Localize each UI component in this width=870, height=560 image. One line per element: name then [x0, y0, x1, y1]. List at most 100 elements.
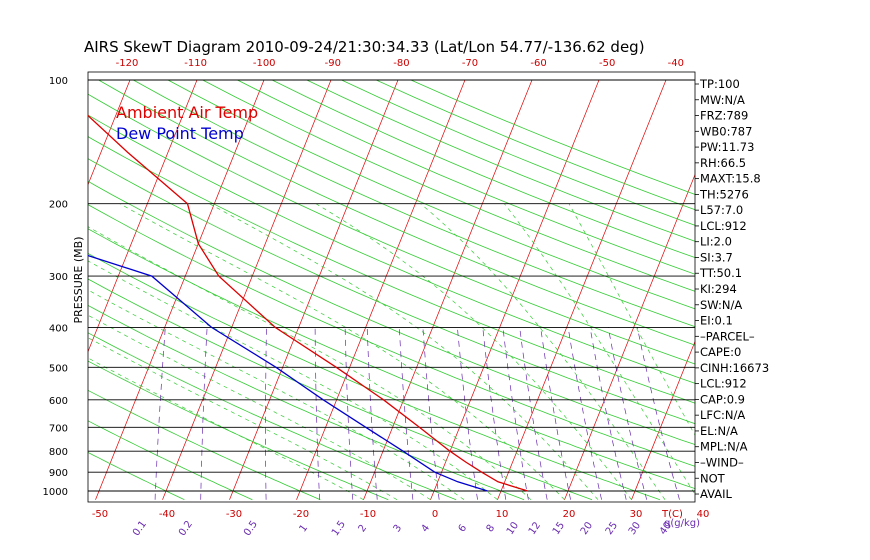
mixing-ratio-tick-label: 4	[420, 523, 433, 535]
dry-adiabat-line	[88, 389, 321, 501]
isotherm-line	[430, 79, 600, 500]
isotherm-line	[296, 79, 466, 500]
isotherm-line	[0, 80, 63, 500]
dry-adiabat-line	[271, 79, 695, 259]
stability-index-label: CINH:16673	[700, 361, 769, 375]
bottom-temp-tick-label: 0	[432, 509, 438, 520]
mixing-ratio-line	[366, 327, 378, 500]
moist-adiabat-line	[315, 203, 632, 500]
mixing-ratio-line	[636, 327, 680, 500]
moist-adiabat-line	[88, 226, 532, 500]
mixing-ratio-tick-label: 12	[527, 520, 543, 537]
mixing-ratio-line	[344, 327, 354, 500]
moist-adiabat-line	[88, 357, 364, 501]
stability-index-label: RH:66.5	[700, 156, 746, 170]
mixing-ratio-line	[607, 327, 648, 500]
dry-adiabat-line	[306, 79, 695, 242]
stability-index-label: LI:2.0	[700, 235, 732, 249]
stability-index-label: EL:N/A	[700, 424, 738, 438]
mixing-ratio-tick-label: 8	[485, 523, 498, 535]
mixing-ratio-tick-label: 6	[457, 523, 470, 535]
stability-index-label: MAXT:15.8	[700, 172, 761, 186]
background-lines	[0, 79, 870, 501]
pressure-tick-label: 1000	[43, 487, 68, 498]
dry-adiabat-line	[88, 452, 185, 501]
legend-dew-point-temp: Dew Point Temp	[116, 124, 244, 143]
isotherm-line	[229, 79, 399, 500]
mixing-ratio-line	[314, 327, 320, 500]
dew-point-temp-line	[88, 254, 488, 492]
mixing-ratio-tick-label: 0.5	[242, 519, 260, 538]
pressure-tick-label: 700	[49, 423, 68, 434]
pressure-tick-label: 300	[49, 272, 68, 283]
top-temp-tick-label: -110	[184, 58, 207, 69]
chart-title: AIRS SkewT Diagram 2010-09-24/21:30:34.3…	[84, 38, 645, 56]
top-temp-tick-label: -50	[599, 58, 615, 69]
mixing-ratio-tick-label: 20	[579, 520, 595, 537]
dry-adiabat-line	[133, 79, 695, 328]
isotherm-line	[631, 340, 695, 500]
top-temp-tick-label: -90	[325, 58, 341, 69]
isobar-lines	[87, 71, 696, 503]
pressure-tick-label: 400	[49, 323, 68, 334]
pressure-tick-label: 200	[49, 200, 68, 211]
bottom-temp-tick-label: 40	[697, 509, 710, 520]
plot-frame	[87, 71, 696, 503]
mixing-ratio-line	[265, 327, 267, 500]
mixing-ratio-tick-label: 25	[604, 520, 620, 537]
dry-adiabat-line	[88, 304, 525, 501]
mixing-ratio-line	[154, 327, 166, 500]
ambient-air-temp-line	[88, 114, 528, 492]
bottom-temp-tick-label: -50	[92, 509, 108, 520]
pressure-tick-label: 600	[49, 396, 68, 407]
dry-adiabat-line	[237, 79, 695, 275]
mixing-ratio-tick-label: 2	[357, 523, 370, 535]
stability-index-label: PW:11.73	[700, 140, 754, 154]
pressure-tick-label: 100	[49, 76, 68, 87]
dry-adiabat-line	[88, 136, 695, 404]
dry-adiabat-line	[341, 79, 695, 226]
isotherm-line	[766, 80, 870, 500]
mixing-ratio-tick-label: 10	[505, 520, 521, 537]
stability-index-label: LFC:N/A	[700, 408, 745, 422]
bottom-temp-tick-label: 30	[630, 509, 643, 520]
mixing-ratio-tick-label: 1	[298, 523, 311, 535]
mixing-ratio-line	[482, 327, 507, 500]
stability-index-label: WB0:787	[700, 124, 752, 138]
mixing-ratio-unit-label: q(g/kg)	[664, 518, 700, 529]
moist-adiabat-line	[119, 203, 565, 500]
top-temp-tick-label: -40	[668, 58, 684, 69]
stability-index-label: LCL:912	[700, 377, 747, 391]
mixing-ratio-tick-label: 3	[392, 523, 405, 535]
mixing-ratio-line	[200, 327, 208, 500]
isotherm-line	[88, 79, 131, 186]
stability-index-label: FRZ:789	[700, 109, 748, 123]
isotherm-line	[162, 79, 332, 500]
stability-index-label: LCL:912	[700, 219, 747, 233]
mixing-ratio-tick-label: 0.1	[131, 519, 149, 538]
pressure-tick-label: 800	[49, 447, 68, 458]
stability-index-label: KI:294	[700, 282, 737, 296]
isotherm-line	[88, 79, 198, 353]
dry-adiabat-line	[376, 79, 695, 211]
dry-adiabat-line	[202, 79, 695, 292]
stability-index-label: EI:0.1	[700, 314, 733, 328]
legend: Ambient Air Temp Dew Point Temp	[116, 103, 258, 143]
pressure-tick-label: 900	[49, 468, 68, 479]
mixing-ratio-line	[502, 327, 529, 500]
dry-adiabat-line	[88, 332, 457, 501]
top-temp-tick-label: -70	[462, 58, 478, 69]
moist-adiabat-line	[88, 314, 431, 500]
temp-unit-label: T(C)	[661, 509, 683, 520]
dry-adiabat-line	[88, 228, 695, 490]
top-temp-tick-label: -100	[253, 58, 276, 69]
isotherm-line	[497, 79, 667, 500]
dry-adiabat-line	[88, 204, 695, 467]
stability-index-label: TT:50.1	[699, 266, 742, 280]
moist-adiabat-line	[420, 203, 666, 500]
pressure-tick-label: 500	[49, 363, 68, 374]
isotherm-line	[564, 173, 695, 500]
